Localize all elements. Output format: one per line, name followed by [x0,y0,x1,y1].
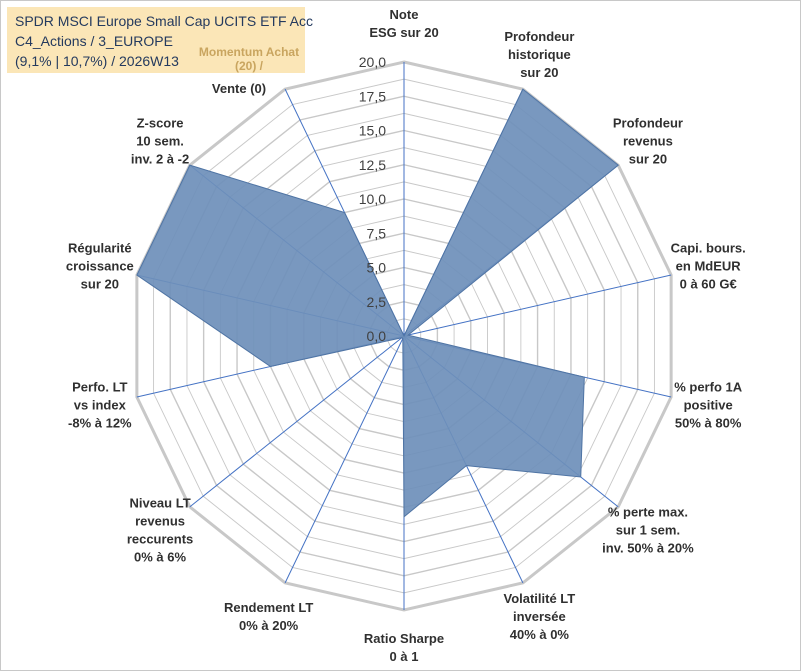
axis-label: en MdEUR [676,259,742,274]
axis-label: Volatilité LT [503,591,575,606]
axis-label: sur 20 [81,277,119,292]
axis-label: croissance [66,259,134,274]
axis-label: positive [684,397,733,412]
axis-label: 0 à 60 G€ [680,277,737,292]
radial-tick-label: 10,0 [359,191,386,207]
axis-label: sur 1 sem. [616,523,680,538]
axis-label: 40% à 0% [510,627,570,642]
chart-title-box: SPDR MSCI Europe Small Cap UCITS ETF Acc… [7,7,313,73]
axis-label: revenus [135,514,185,529]
axis-label: inversée [513,609,566,624]
chart-performance: (9,1% | 10,7%) / 2026W13 [15,53,179,69]
axis-label: reccurents [127,532,193,547]
axis-label: 0 à 1 [390,649,419,664]
axis-label: 0% à 20% [239,618,299,633]
axis-label: vs index [74,397,127,412]
radial-tick-label: 12,5 [359,157,386,173]
radial-tick-label: 17,5 [359,88,386,104]
axis-label: revenus [623,133,673,148]
axis-spoke [284,335,405,584]
radial-tick-label: 7,5 [367,225,387,241]
axis-label: Perfo. LT [72,379,127,394]
radial-tick-label: 5,0 [367,260,387,276]
radial-tick-label: 15,0 [359,123,386,139]
axis-label: sur 20 [520,65,558,80]
axis-label: Note [390,7,419,22]
axis-label: % perfo 1A [674,379,743,394]
radial-tick-label: 20,0 [359,54,386,70]
axis-label: Capi. bours. [671,241,746,256]
axis-label: 50% à 80% [675,415,742,430]
axis-label: historique [508,47,571,62]
axis-label: -8% à 12% [68,415,132,430]
axis-label: inv. 50% à 20% [602,541,694,556]
axis-label: 0% à 6% [134,550,186,565]
axis-label: % perte max. [608,505,688,520]
axis-spoke [403,274,672,337]
axis-label: Niveau LT [129,496,190,511]
chart-category: C4_Actions / 3_EUROPE [15,33,173,49]
radial-tick-label: 0,0 [367,328,387,344]
axis-label: inv. 2 à -2 [131,151,189,166]
axis-label: sur 20 [629,151,667,166]
axis-label: Régularité [68,241,132,256]
momentum-note: Momentum Achat (20) / [198,45,300,73]
axis-label: Z-score [137,115,184,130]
data-series-area [136,88,620,518]
axis-label: Profondeur [504,29,574,44]
axis-label: Rendement LT [224,600,313,615]
chart-title: SPDR MSCI Europe Small Cap UCITS ETF Acc [15,13,313,29]
axis-label: ESG sur 20 [369,25,438,40]
axis-label: Ratio Sharpe [364,631,444,646]
axis-spoke [189,335,405,508]
axis-label: Profondeur [613,115,683,130]
radial-tick-label: 2,5 [367,294,387,310]
axis-label: Vente (0) [212,81,266,96]
axis-label: 10 sem. [136,133,184,148]
